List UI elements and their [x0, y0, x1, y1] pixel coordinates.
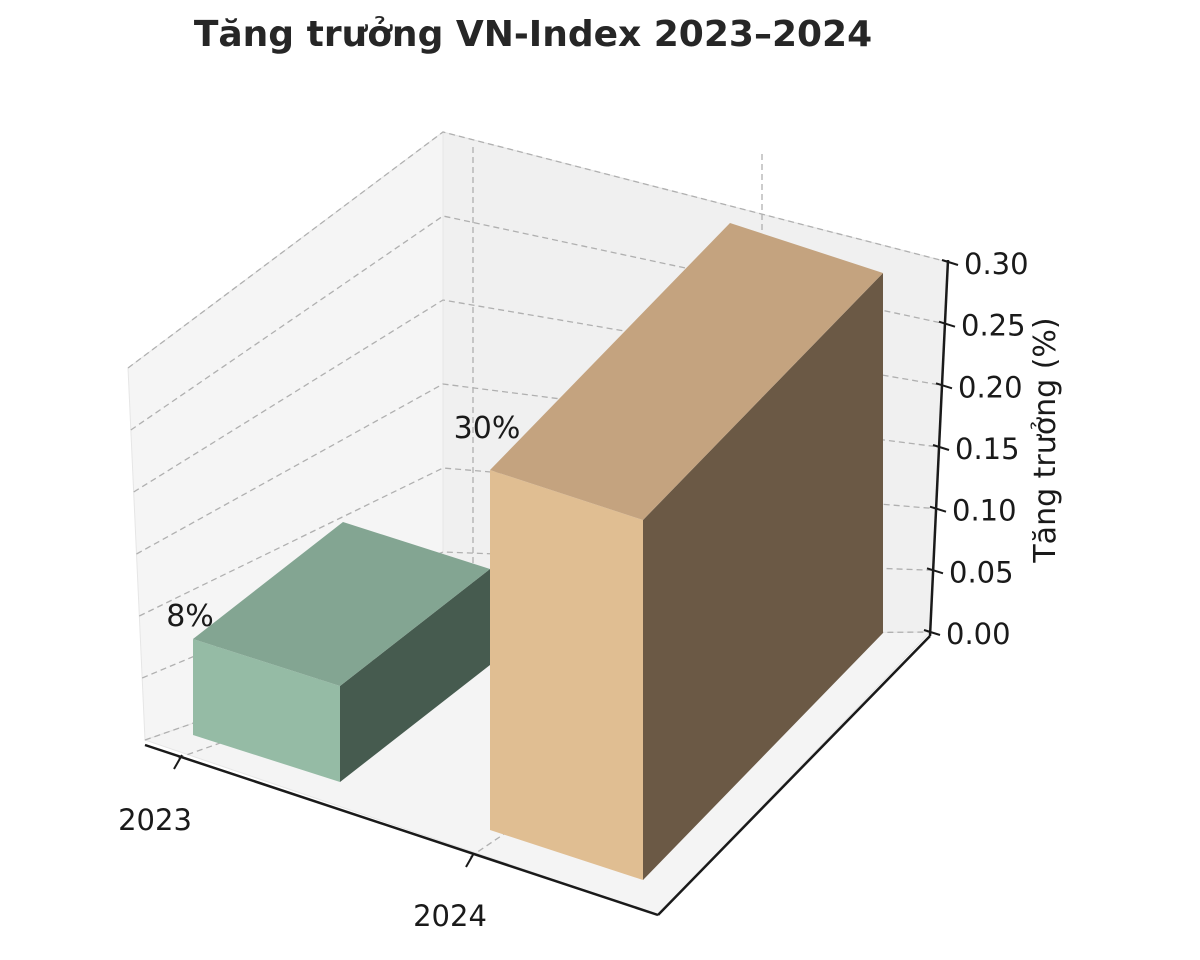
y-tick-label: 0.15 — [955, 432, 1020, 466]
bar-front — [490, 470, 643, 880]
bar-side — [643, 273, 883, 880]
bar-top — [490, 223, 883, 520]
bars — [193, 223, 883, 880]
x-tick-mark — [465, 852, 475, 868]
chart-title: Tăng trưởng VN-Index 2023–2024 — [194, 14, 872, 55]
y-tick-mark — [926, 567, 944, 575]
x-tick-label: 2024 — [413, 899, 487, 933]
depth-axis-line — [657, 635, 931, 916]
grid-line — [127, 131, 949, 369]
y-tick-mark — [935, 382, 953, 390]
x-tick-label: 2023 — [118, 803, 192, 837]
data-labels: 8% 30% — [166, 411, 520, 634]
x-axis-line — [144, 743, 659, 917]
y-tick-mark — [938, 320, 956, 328]
y-tick-label: 0.30 — [964, 247, 1029, 281]
y-tick-label: 0.25 — [961, 309, 1026, 343]
y-tick-label: 0.00 — [946, 617, 1011, 651]
data-label: 8% — [166, 599, 214, 634]
y-tick-mark — [923, 629, 941, 636]
grid-line — [139, 467, 937, 617]
bar-top — [193, 522, 490, 686]
bar-side — [340, 569, 490, 782]
x-tick-mark — [173, 754, 183, 770]
y-tick-mark — [941, 259, 959, 266]
bar-2023 — [193, 522, 490, 782]
y-tick-label: 0.05 — [949, 555, 1014, 589]
y-tick-mark — [929, 505, 947, 513]
data-label: 30% — [454, 411, 521, 446]
y-axis-title: Tăng trưởng (%) — [1028, 317, 1063, 563]
y-tick-mark — [932, 444, 950, 451]
y-axis-ticks: 0.00 0.05 0.10 0.15 0.20 0.25 0.30 — [923, 247, 1029, 651]
y-tick-label: 0.10 — [952, 494, 1017, 528]
bar-front — [193, 639, 340, 782]
y-tick-label: 0.20 — [958, 370, 1023, 404]
x-axis-ticks: 2023 2024 — [118, 754, 487, 933]
bar-2024 — [490, 223, 883, 880]
